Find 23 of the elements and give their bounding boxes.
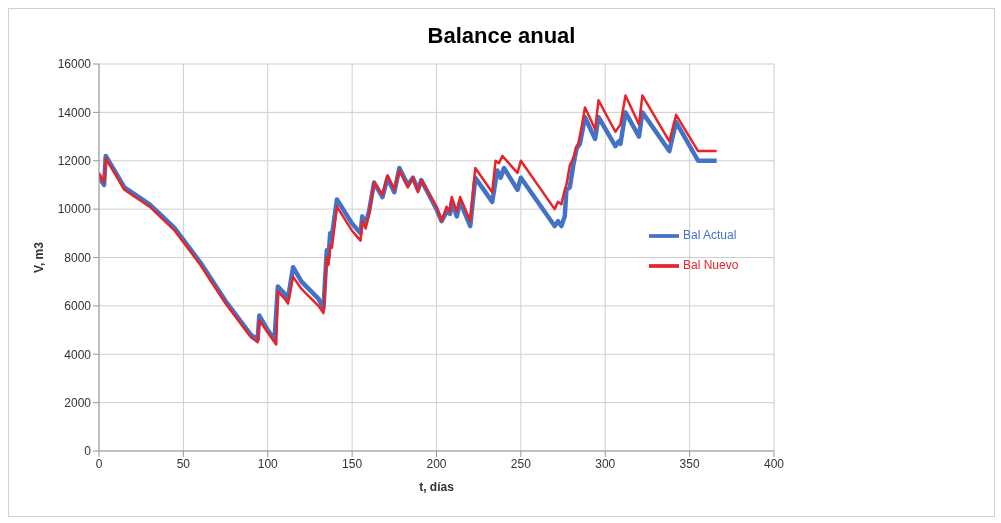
y-tick-label: 10000 bbox=[57, 202, 92, 217]
x-tick-label: 100 bbox=[257, 456, 279, 471]
y-tick-label: 16000 bbox=[57, 57, 92, 72]
x-tick-label: 300 bbox=[595, 456, 616, 471]
y-tick-label: 12000 bbox=[57, 154, 92, 169]
y-tick-label: 14000 bbox=[57, 105, 92, 120]
chart-title: Balance anual bbox=[426, 23, 577, 49]
x-tick-label: 350 bbox=[679, 456, 700, 471]
y-axis-title: V, m3 bbox=[32, 241, 47, 273]
x-tick-label: 0 bbox=[95, 456, 103, 471]
legend-label: Bal Actual bbox=[683, 228, 737, 243]
x-tick-label: 250 bbox=[510, 456, 532, 471]
x-tick-label: 200 bbox=[426, 456, 447, 471]
x-tick-label: 150 bbox=[342, 456, 363, 471]
y-tick-label: 6000 bbox=[64, 299, 92, 314]
x-tick-label: 50 bbox=[176, 456, 191, 471]
y-tick-label: 0 bbox=[84, 444, 92, 459]
legend-label: Bal Nuevo bbox=[683, 258, 739, 273]
y-tick-label: 8000 bbox=[64, 250, 92, 265]
x-axis-title: t, días bbox=[419, 480, 455, 494]
y-tick-label: 2000 bbox=[64, 395, 92, 410]
y-tick-label: 4000 bbox=[64, 347, 92, 362]
x-tick-label: 400 bbox=[763, 456, 785, 471]
